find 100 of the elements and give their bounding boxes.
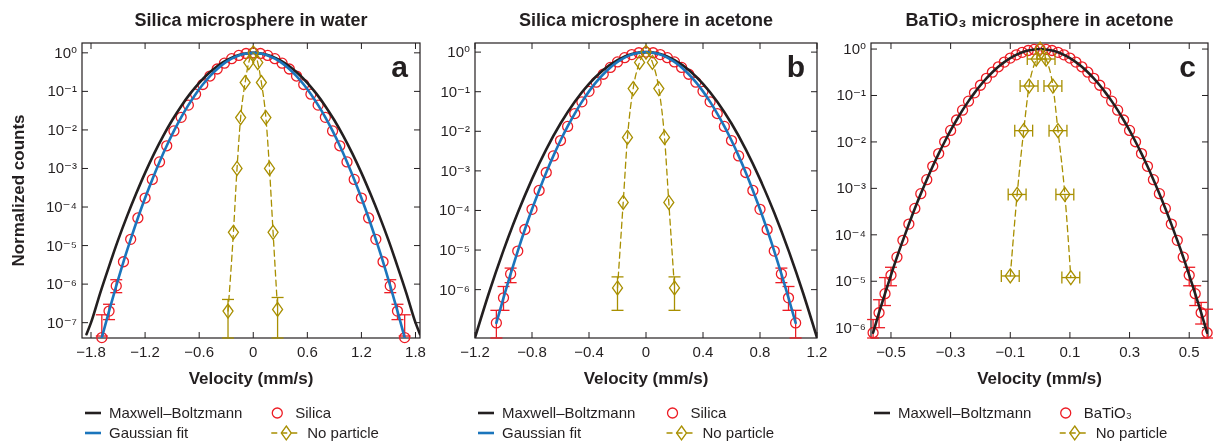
point	[668, 280, 681, 296]
point	[747, 184, 759, 197]
point	[646, 54, 659, 71]
point	[254, 47, 267, 60]
x-tick-label: 0.1	[1059, 343, 1081, 360]
annotation: a	[391, 50, 409, 83]
x-tick-label: 0.4	[692, 343, 714, 360]
point	[683, 68, 695, 80]
legend-label: Maxwell–Boltzmann	[109, 404, 243, 421]
point	[96, 331, 108, 344]
point	[1088, 72, 1100, 84]
y-tick-label: 10⁻¹	[440, 82, 470, 100]
point	[974, 79, 987, 91]
point	[218, 57, 231, 69]
point	[653, 80, 665, 97]
point	[504, 268, 517, 280]
point	[761, 223, 773, 236]
point	[939, 136, 951, 148]
point	[627, 80, 639, 97]
point	[626, 48, 638, 61]
point	[341, 156, 353, 168]
point	[370, 233, 382, 245]
point	[252, 54, 264, 71]
point	[240, 47, 252, 60]
point	[355, 192, 368, 204]
point	[718, 120, 731, 133]
x-tick-label: 0.8	[749, 343, 771, 360]
point	[604, 61, 617, 74]
point	[885, 269, 897, 281]
point	[1016, 46, 1028, 58]
point	[233, 49, 245, 62]
point	[1065, 269, 1077, 286]
point	[334, 140, 346, 152]
point	[561, 120, 574, 133]
point	[1082, 66, 1094, 78]
y-tick-label: 10⁻³	[440, 161, 470, 179]
point	[125, 233, 137, 245]
point	[262, 49, 274, 62]
point	[175, 111, 187, 123]
legend-label: No particle	[1095, 424, 1168, 441]
point	[391, 305, 404, 317]
point	[490, 317, 503, 329]
point	[583, 85, 595, 98]
point	[222, 303, 234, 319]
y-tick-label: 10⁻⁵	[439, 241, 470, 259]
y-tick-label: 10⁰	[54, 43, 77, 61]
point	[211, 63, 223, 75]
point	[497, 292, 510, 304]
point	[117, 256, 130, 268]
point	[597, 68, 609, 80]
point	[675, 61, 688, 74]
x-tick-label: −0.3	[935, 343, 966, 360]
y-tick-label: 10⁻⁴	[834, 225, 866, 243]
point	[197, 78, 209, 91]
point	[1010, 49, 1022, 61]
point	[182, 99, 195, 111]
point	[980, 72, 993, 84]
point	[1195, 307, 1207, 319]
point	[1123, 124, 1136, 137]
point	[139, 192, 151, 204]
point	[326, 125, 339, 137]
point	[921, 174, 933, 186]
point	[1135, 147, 1148, 160]
point	[1153, 188, 1166, 200]
y-tick-label: 10⁻⁵	[835, 272, 866, 290]
point	[611, 280, 624, 296]
point	[992, 61, 1004, 73]
point	[540, 166, 552, 179]
legend-label: BaTiO₃	[1083, 404, 1132, 421]
point	[711, 107, 723, 120]
y-tick-label: 10⁻²	[440, 122, 470, 140]
x-tick-label: −0.8	[517, 343, 547, 360]
point	[633, 54, 646, 71]
point	[234, 109, 247, 126]
point	[1117, 114, 1130, 126]
point	[1183, 269, 1195, 281]
x-tick-label: 0	[249, 343, 258, 360]
chart-title: BaTiO₃ microsphere in acetone	[905, 10, 1174, 30]
point	[950, 114, 963, 126]
point	[231, 160, 243, 177]
y-tick-label: 10⁻⁶	[439, 280, 470, 298]
legend-label: No particle	[702, 424, 775, 441]
point	[377, 256, 389, 268]
point	[944, 124, 957, 137]
point	[519, 223, 531, 236]
point	[1018, 123, 1030, 139]
point	[725, 134, 738, 147]
point	[663, 194, 675, 211]
point	[255, 74, 268, 91]
x-tick-label: 0.6	[296, 343, 318, 360]
legend-label: Maxwell–Boltzmann	[898, 404, 1032, 421]
point	[1106, 95, 1118, 107]
point	[956, 104, 969, 116]
annotation: b	[786, 50, 805, 83]
point	[617, 194, 629, 211]
y-tick-label: 10⁻⁴	[45, 198, 77, 216]
point	[775, 268, 788, 280]
point	[661, 52, 674, 64]
point	[782, 292, 795, 304]
point	[276, 57, 288, 69]
